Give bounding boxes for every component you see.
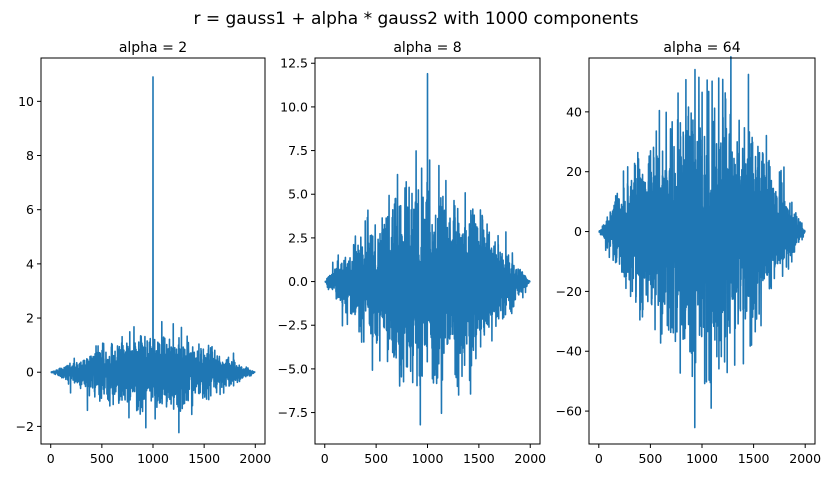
figure-suptitle: r = gauss1 + alpha * gauss2 with 1000 co…	[193, 9, 638, 29]
y-tick-label: 10	[18, 94, 34, 109]
x-tick-label: 0	[595, 451, 603, 466]
y-tick-label: 20	[566, 164, 582, 179]
y-tick-label: −5.0	[278, 361, 308, 376]
subplot-alpha-8: alpha = 8 0 500 1000 1500 2000 −7.5 −5.0 −2.5 0.0…	[278, 40, 547, 466]
y-tick-label: −40	[556, 344, 582, 359]
y-tick-label: −2	[16, 419, 34, 434]
y-tick-label: −60	[556, 404, 582, 419]
x-tick-label: 2000	[514, 451, 546, 466]
y-tick-label: −7.5	[278, 405, 308, 420]
y-tick-label: 10.0	[280, 99, 308, 114]
subplot-title: alpha = 2	[119, 40, 187, 56]
y-tick-label: 5.0	[288, 187, 308, 202]
y-tick-label: −2.5	[278, 318, 308, 333]
x-tick-label: 1000	[686, 451, 718, 466]
x-tick-label: 2000	[789, 451, 821, 466]
x-tick-label: 0	[47, 451, 55, 466]
y-tick-label: 40	[566, 104, 582, 119]
x-tick-label: 500	[638, 451, 662, 466]
x-tick-label: 1000	[137, 451, 169, 466]
x-tick-label: 500	[90, 451, 114, 466]
y-tick-label: 6	[26, 202, 34, 217]
y-tick-label: 12.5	[280, 56, 308, 71]
y-tick-label: 0	[574, 224, 582, 239]
x-tick-label: 500	[364, 451, 388, 466]
y-tick-label: 4	[26, 256, 34, 271]
x-tick-label: 1000	[412, 451, 444, 466]
x-tick-label: 2000	[239, 451, 271, 466]
x-tick-label: 1500	[463, 451, 495, 466]
subplot-title: alpha = 8	[393, 40, 461, 56]
subplot-title: alpha = 64	[663, 40, 740, 56]
subplot-alpha-2: alpha = 2 0 500 1000 1500 2000 −2 0 2 4 6 8 10	[16, 40, 272, 466]
y-tick-label: 2	[26, 311, 34, 326]
series-line	[324, 72, 531, 426]
series-line	[50, 76, 256, 434]
subplot-alpha-64: alpha = 64 0 500 1000 1500 2000 −60 −40 −20 0 20 40	[556, 40, 822, 466]
y-tick-label: 0	[26, 365, 34, 380]
series-line	[598, 55, 806, 429]
y-tick-label: −20	[556, 284, 582, 299]
y-tick-label: 8	[26, 148, 34, 163]
x-tick-label: 0	[321, 451, 329, 466]
x-tick-label: 1500	[188, 451, 220, 466]
x-tick-label: 1500	[738, 451, 770, 466]
y-tick-label: 2.5	[288, 230, 308, 245]
y-tick-label: 0.0	[288, 274, 308, 289]
y-tick-label: 7.5	[288, 143, 308, 158]
